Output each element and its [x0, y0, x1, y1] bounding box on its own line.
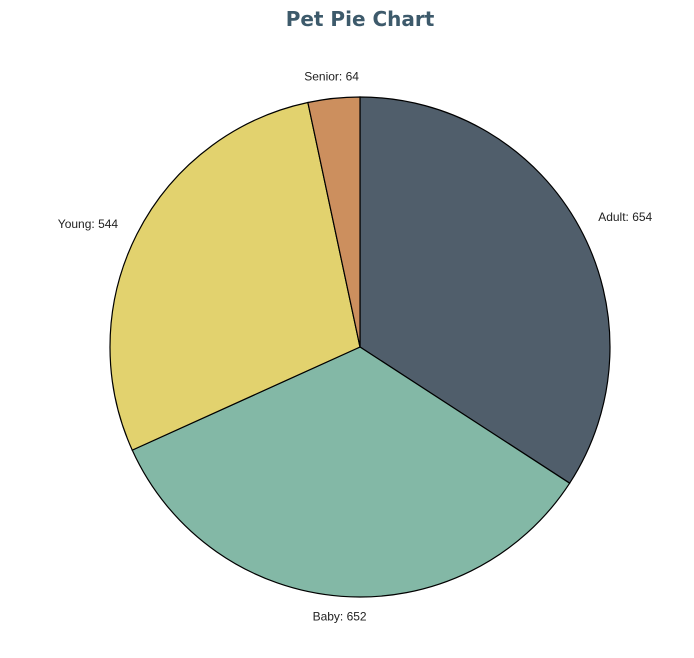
pie-labels: Adult: 654 Baby: 652 Young: 544 Senior: 64 [58, 70, 653, 624]
pie-label-senior: Senior: 64 [304, 70, 359, 84]
pie-label-adult: Adult: 654 [598, 210, 652, 224]
pie-slice-senior [307, 96, 361, 348]
pie-label-baby: Baby: 652 [313, 609, 367, 623]
pie-slices [109, 96, 611, 598]
pie-slice-adult [359, 96, 611, 485]
pie-label-young: Young: 544 [58, 217, 119, 231]
pie-slice-young [109, 101, 361, 451]
pie-slice-baby [131, 346, 571, 598]
chart-title: Pet Pie Chart [285, 7, 435, 31]
